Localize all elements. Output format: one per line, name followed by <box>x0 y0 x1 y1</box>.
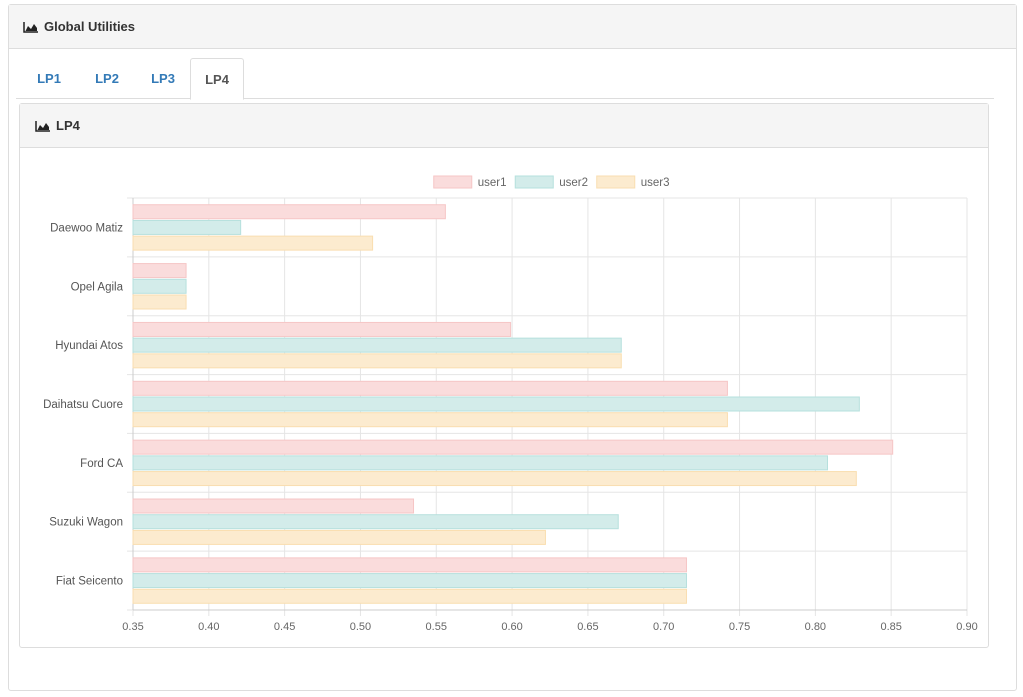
lp4-chart-panel: LP4 <box>19 103 989 648</box>
bar-user1 <box>132 557 687 573</box>
area-chart-icon <box>23 21 38 33</box>
chart-panel-heading: LP4 <box>20 104 988 148</box>
legend-swatch-user3 <box>596 175 636 189</box>
bar-user1 <box>132 380 728 396</box>
x-tick-label: 0.85 <box>880 621 901 633</box>
tab-lp4[interactable]: LP4 <box>190 58 244 100</box>
x-tick-label: 0.90 <box>956 621 977 633</box>
x-tick-label: 0.65 <box>577 621 598 633</box>
bar-user3 <box>132 412 728 428</box>
y-category-label: Hyundai Atos <box>55 340 123 352</box>
legend-swatch-user2 <box>514 175 554 189</box>
bar-user1 <box>132 204 446 220</box>
legend-label-user2: user2 <box>559 177 588 189</box>
y-category-label: Daihatsu Cuore <box>43 399 123 411</box>
x-tick-label: 0.60 <box>501 621 522 633</box>
panel-heading: Global Utilities <box>9 5 1016 49</box>
tab-bar: LP1 LP2 LP3 LP4 <box>16 58 994 100</box>
bar-user3 <box>132 471 857 487</box>
y-category-label: Suzuki Wagon <box>49 517 123 529</box>
y-category-label: Daewoo Matiz <box>50 222 123 234</box>
y-category-label: Fiat Seicento <box>56 576 123 588</box>
chart-panel-title: LP4 <box>56 118 80 133</box>
x-tick-label: 0.80 <box>805 621 826 633</box>
legend-swatch-user1 <box>433 175 473 189</box>
y-category-label: Ford CA <box>80 458 123 470</box>
legend-label-user1: user1 <box>478 177 507 189</box>
x-tick-label: 0.70 <box>653 621 674 633</box>
bar-user2 <box>132 278 187 294</box>
bar-user1 <box>132 321 512 337</box>
bar-user2 <box>132 455 828 471</box>
bar-user3 <box>132 353 622 369</box>
bar-user1 <box>132 263 187 279</box>
legend-label-user3: user3 <box>641 177 670 189</box>
tab-lp3[interactable]: LP3 <box>151 71 175 86</box>
bar-user3 <box>132 235 374 251</box>
x-tick-label: 0.55 <box>426 621 447 633</box>
bar-user1 <box>132 439 894 455</box>
tab-lp2[interactable]: LP2 <box>95 71 119 86</box>
bar-user2 <box>132 573 687 589</box>
bar-user3 <box>132 588 687 604</box>
x-tick-label: 0.75 <box>729 621 750 633</box>
y-category-label: Opel Agila <box>71 281 124 293</box>
x-tick-label: 0.45 <box>274 621 295 633</box>
x-tick-label: 0.50 <box>350 621 371 633</box>
bar-user1 <box>132 498 415 514</box>
bar-user2 <box>132 396 860 412</box>
x-tick-label: 0.35 <box>122 621 143 633</box>
bar-user3 <box>132 294 187 310</box>
bar-user2 <box>132 337 622 353</box>
tab-lp1[interactable]: LP1 <box>37 71 61 86</box>
x-tick-label: 0.40 <box>198 621 219 633</box>
bar-user2 <box>132 219 242 235</box>
page-title: Global Utilities <box>44 19 136 34</box>
bar-user3 <box>132 529 546 545</box>
bar-user2 <box>132 514 619 530</box>
area-chart-icon <box>35 120 50 132</box>
